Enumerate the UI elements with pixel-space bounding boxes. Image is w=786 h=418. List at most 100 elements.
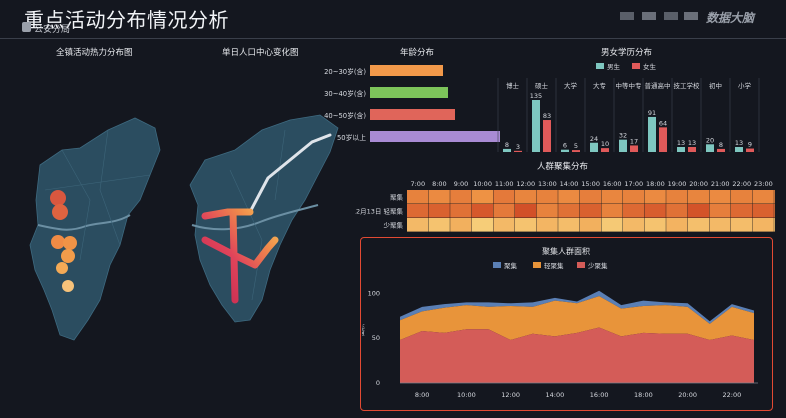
area-x-tick: 8:00 xyxy=(415,391,430,399)
crowd-panel-title: 人群聚集分布 xyxy=(537,162,589,172)
population-center-map xyxy=(189,114,339,323)
area-legend-swatch xyxy=(533,262,541,268)
male-bar xyxy=(561,149,569,152)
heatmap-cell xyxy=(536,218,558,232)
area-legend-label: 聚集 xyxy=(504,261,518,270)
education-value-label: 13 xyxy=(688,139,696,147)
area-x-tick: 16:00 xyxy=(590,391,609,399)
blurred-logo-block xyxy=(664,12,678,20)
heat-spot xyxy=(63,236,77,250)
area-series-shaojuji xyxy=(400,327,754,383)
female-bar xyxy=(746,148,754,152)
heatmap-cell xyxy=(666,218,688,232)
legend-male-swatch xyxy=(596,63,604,69)
education-category-label: 技工学校 xyxy=(674,81,701,90)
education-value-label: 17 xyxy=(630,137,638,145)
male-bar xyxy=(677,146,685,152)
female-bar xyxy=(688,146,696,152)
heatmap-x-label: 8:00 xyxy=(432,180,447,188)
age-row: 50岁以上 xyxy=(318,130,500,144)
education-value-label: 135 xyxy=(530,92,542,100)
education-value-label: 32 xyxy=(619,132,627,140)
heatmap-x-label: 10:00 xyxy=(473,180,492,188)
area-y-tick: 0 xyxy=(376,379,380,387)
heatmap-x-label: 20:00 xyxy=(689,180,708,188)
heatmap-cell xyxy=(471,218,493,232)
area-chart-highlight-frame xyxy=(360,237,773,411)
male-bar xyxy=(619,139,627,152)
female-bar xyxy=(514,150,522,152)
heatmap-x-label: 22:00 xyxy=(732,180,751,188)
blurred-logo-block xyxy=(642,12,656,20)
area-legend-swatch xyxy=(577,262,585,268)
heatmap-x-label: 13:00 xyxy=(538,180,557,188)
education-value-label: 13 xyxy=(677,139,685,147)
education-panel-title: 男女学历分布 xyxy=(601,48,653,58)
heatmap-cell xyxy=(536,190,558,204)
age-row: 40~50岁(含) xyxy=(318,108,498,122)
heatmap-x-label: 12:00 xyxy=(516,180,535,188)
age-row: 30~40岁(含) xyxy=(318,86,498,100)
heatmap-cell xyxy=(623,204,645,218)
education-value-label: 24 xyxy=(590,135,598,143)
river-line xyxy=(191,204,319,231)
education-category-label: 博士 xyxy=(506,81,520,90)
town-heat-map xyxy=(29,117,161,341)
heatmap-cell xyxy=(407,204,429,218)
heatmap-cell xyxy=(601,204,623,218)
heatmap-cell xyxy=(774,190,775,204)
heatmap-cell xyxy=(752,190,774,204)
education-legend: 男生 女生 xyxy=(596,62,657,71)
age-panel-title: 年龄分布 xyxy=(400,48,435,58)
brand-logo: 数据大脑 xyxy=(706,11,755,25)
heatmap-cell xyxy=(687,204,709,218)
education-category-label: 中等中专 xyxy=(616,81,643,90)
heatmap-x-label: 19:00 xyxy=(668,180,687,188)
area-y-tick: 50 xyxy=(372,334,380,342)
education-value-label: 8 xyxy=(505,141,509,149)
education-value-label: 64 xyxy=(659,119,667,127)
education-category-label: 大学 xyxy=(564,81,578,90)
heatmap-cell xyxy=(428,190,450,204)
road-lines xyxy=(44,129,151,261)
area-legend-label: 轻聚集 xyxy=(544,261,564,270)
area-x-tick: 10:00 xyxy=(457,391,476,399)
heatmap-y-label: 12月13日 轻聚集 xyxy=(355,207,403,216)
heatmap-cell xyxy=(731,204,753,218)
heatmap-cell xyxy=(515,218,537,232)
heatmap-cell xyxy=(493,190,515,204)
heatmap-x-label: 17:00 xyxy=(624,180,643,188)
heatmap-cell xyxy=(407,218,429,232)
male-bar xyxy=(706,144,714,152)
heatmap-cell xyxy=(428,204,450,218)
town-map-shape xyxy=(29,117,161,341)
heatmap-cell xyxy=(687,190,709,204)
legend-female-label: 女生 xyxy=(643,62,657,71)
heat-spot xyxy=(61,249,75,263)
heatmap-cell xyxy=(579,190,601,204)
female-bar xyxy=(601,148,609,152)
male-bar xyxy=(503,148,511,152)
age-category-label: 50岁以上 xyxy=(336,134,366,142)
heatmap-cell xyxy=(493,218,515,232)
blurred-logo-block xyxy=(684,12,698,20)
age-bar xyxy=(370,65,444,76)
heatmap-cell xyxy=(709,190,731,204)
heatmap-cell xyxy=(601,218,623,232)
education-value-label: 9 xyxy=(748,141,752,149)
area-y-axis-label: 面积 xyxy=(362,324,366,336)
education-value-label: 8 xyxy=(719,141,723,149)
age-bar xyxy=(370,87,448,98)
male-bar xyxy=(735,146,743,152)
education-category-label: 初中 xyxy=(709,81,722,90)
male-bar xyxy=(648,116,656,152)
female-bar xyxy=(543,120,551,152)
heatmap-cell xyxy=(471,190,493,204)
area-x-tick: 12:00 xyxy=(501,391,520,399)
heatmap-cell xyxy=(731,218,753,232)
heatmap-cell xyxy=(752,204,774,218)
heatmap-cell xyxy=(515,190,537,204)
heatmap-cell xyxy=(687,218,709,232)
